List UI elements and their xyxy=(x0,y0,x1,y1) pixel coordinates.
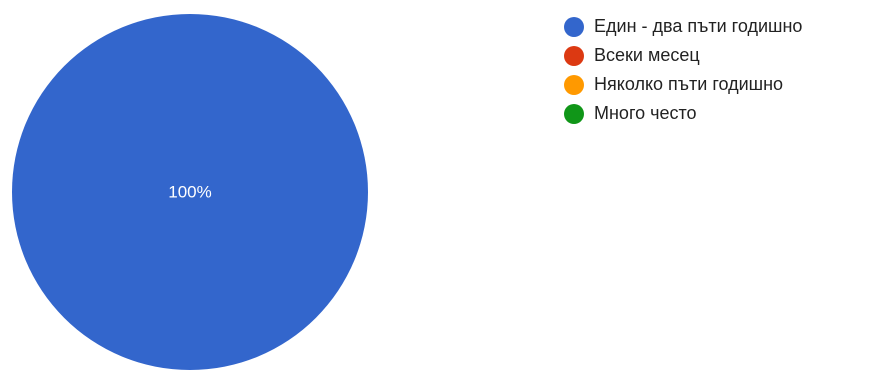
legend-label-0: Един - два пъти годишно xyxy=(594,16,803,36)
legend-item-2[interactable]: Няколко пъти годишно xyxy=(564,70,802,99)
legend-item-1[interactable]: Всеки месец xyxy=(564,41,802,70)
legend-item-0[interactable]: Един - два пъти годишно xyxy=(564,12,802,41)
legend-item-3[interactable]: Много често xyxy=(564,99,802,128)
legend-swatch-0 xyxy=(564,16,584,37)
pie-slice-0[interactable] xyxy=(12,14,368,370)
legend-label-1: Всеки месец xyxy=(594,45,700,65)
legend-label-2: Няколко пъти годишно xyxy=(594,74,784,94)
legend: Един - два пъти годишно Всеки месец Няко… xyxy=(564,12,802,128)
legend-swatch-2 xyxy=(564,74,584,95)
legend-label-3: Много често xyxy=(594,103,697,123)
legend-swatch-3 xyxy=(564,103,584,124)
legend-swatch-1 xyxy=(564,45,584,66)
slice-percent-label-0: 100% xyxy=(168,182,211,201)
